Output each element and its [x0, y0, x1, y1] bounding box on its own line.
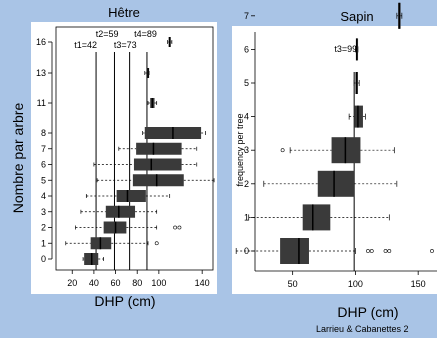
credit-text: Larrieu & Cabanettes 2 — [316, 324, 409, 334]
hetre-y-tick-label: 7 — [41, 144, 46, 154]
hetre-box — [116, 190, 146, 202]
hetre-frame — [55, 26, 214, 271]
hetre-y-tick-label: 16 — [36, 37, 46, 47]
hetre-box — [105, 205, 136, 218]
hetre-threshold-label: t4=89 — [134, 29, 157, 39]
hetre-y-tick-label: 0 — [41, 254, 46, 264]
hetre-x-axis-label: DHP (cm) — [94, 293, 155, 309]
sapin-y-tick-label: 4 — [244, 112, 249, 122]
sapin-y-tick-label: 3 — [244, 145, 249, 155]
hetre-y-tick-label: 2 — [41, 223, 46, 233]
hetre-y-tick-label: 5 — [41, 175, 46, 185]
sapin-y-axis-label: frequency per tree — [235, 113, 245, 186]
hetre-threshold-label: t2=59 — [96, 29, 119, 39]
sapin-x-tick-label: 100 — [348, 279, 363, 289]
sapin-outlier — [383, 249, 388, 253]
hetre-box — [136, 142, 182, 155]
hetre-outlier — [177, 225, 182, 230]
sapin-axes — [254, 32, 437, 272]
sapin-y-tick-label: 1 — [244, 212, 249, 222]
sapin-y-tick-label: 5 — [244, 78, 249, 88]
hetre-outlier — [173, 225, 178, 230]
hetre-y-tick-label: 6 — [41, 160, 46, 170]
sapin-plot-area: 0 1 2 3 4 5 6 7 50 100 150 t3=99 — [235, 2, 437, 289]
sapin-y-tick-label: 7 — [244, 11, 249, 21]
sapin-box — [317, 170, 355, 197]
sapin-y-tick-label: 0 — [244, 246, 249, 256]
hetre-title: Hêtre — [108, 5, 140, 20]
hetre-x-tick-label: 20 — [67, 278, 77, 288]
hetre-box — [132, 174, 184, 187]
hetre-outlier — [154, 241, 159, 246]
hetre-x-tick-label: 40 — [89, 278, 99, 288]
sapin-outlier — [280, 148, 285, 153]
sapin-box — [280, 238, 309, 264]
hetre-y-tick-label: 8 — [41, 128, 46, 138]
hetre-y-tick-label: 3 — [41, 207, 46, 217]
sapin-box — [302, 204, 331, 231]
sapin-outlier — [366, 249, 370, 253]
hetre-y-axis-label: Nombre par arbre — [10, 103, 26, 214]
hetre-panel-bg — [31, 22, 217, 294]
hetre-x-tick-label: 100 — [151, 278, 166, 288]
sapin-threshold-label: t3=99 — [334, 44, 357, 54]
hetre-threshold-label: t1=42 — [74, 40, 97, 50]
hetre-x-tick-label: 140 — [195, 278, 210, 288]
hetre-box — [133, 158, 182, 171]
hetre-y-tick-label: 1 — [41, 238, 46, 248]
hetre-threshold-label: t3=73 — [114, 40, 137, 50]
sapin-outlier — [430, 249, 434, 253]
sapin-x-tick-label: 50 — [288, 279, 298, 289]
sapin-outlier — [369, 249, 374, 253]
sapin-x-tick-label: 150 — [411, 279, 426, 289]
hetre-x-tick-label: 80 — [132, 278, 142, 288]
sapin-title: Sapin — [340, 9, 373, 24]
sapin-y-tick-label: 6 — [244, 44, 249, 54]
hetre-y-tick-label: 4 — [41, 191, 46, 201]
hetre-y-tick-label: 13 — [36, 68, 46, 78]
sapin-x-axis-label: DHP (cm) — [337, 304, 398, 320]
sapin-outlier — [387, 249, 392, 253]
hetre-x-tick-label: 60 — [111, 278, 121, 288]
sapin-y-tick-label: 2 — [244, 179, 249, 189]
hetre-y-tick-label: 11 — [37, 98, 46, 108]
